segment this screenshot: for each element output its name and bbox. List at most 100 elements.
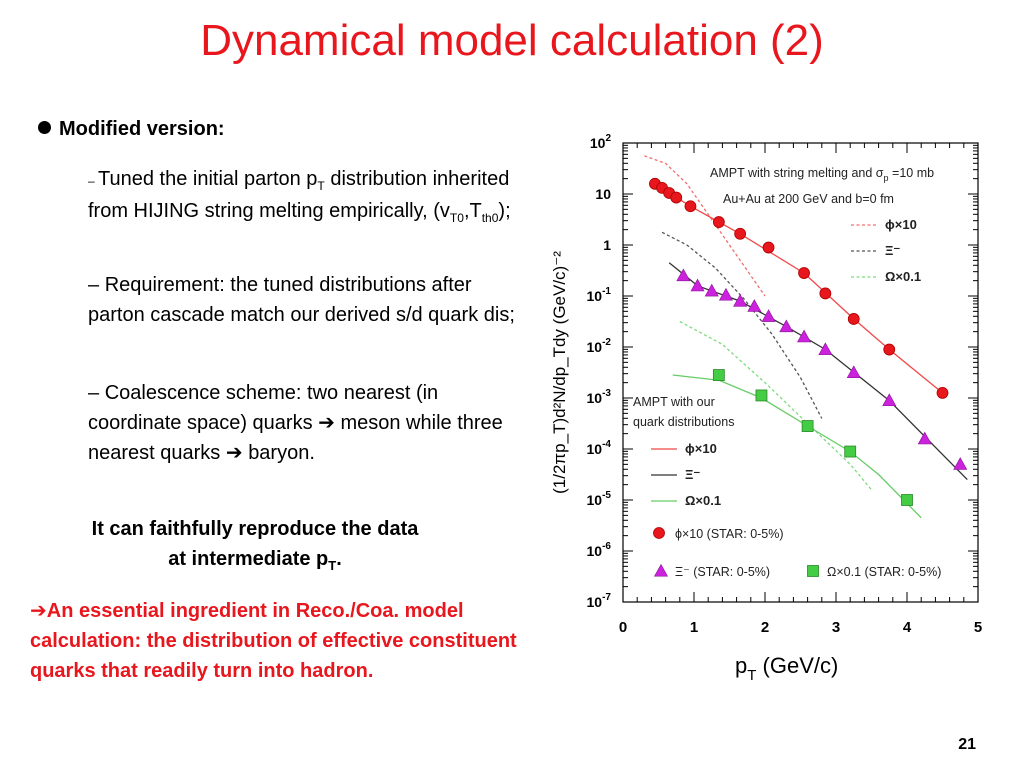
legend-mid-label: Ξ⁻: [685, 467, 700, 482]
item1-text-a: Tuned the initial parton p: [98, 168, 318, 190]
annotation-mid-line1: AMPT with our: [633, 395, 715, 409]
data-point-triangle: [676, 268, 691, 282]
y-tick-label: 10-1: [587, 286, 612, 304]
red-note: ➔An essential ingredient in Reco./Coa. m…: [30, 596, 530, 686]
item1-sub-b: T0: [449, 211, 464, 225]
data-point-triangle: [882, 393, 897, 407]
x-tick-label: 3: [832, 619, 840, 636]
right-arrow-icon: ➔: [318, 412, 335, 434]
chart-axes: [622, 142, 979, 603]
annotation-top-line2: Au+Au at 200 GeV and b=0 fm: [723, 192, 894, 206]
legend-data-label: ϕ×10 (STAR: 0-5%): [675, 527, 784, 541]
legend-data-label: Ω×0.1 (STAR: 0-5%): [827, 565, 941, 579]
red-note-text: An essential ingredient in Reco./Coa. mo…: [30, 600, 517, 682]
x-tick-label: 1: [690, 619, 698, 636]
sub-item-requirement: – Requirement: the tuned distributions a…: [88, 270, 528, 330]
data-point-square: [801, 420, 814, 432]
data-point-circle: [670, 191, 683, 204]
page-number: 21: [958, 736, 976, 753]
conclusion-sub: T: [328, 558, 337, 573]
data-point-triangle: [747, 299, 762, 312]
data-point-circle: [712, 216, 725, 228]
x-tick-label: 2: [761, 619, 769, 636]
item3-text-c: baryon.: [248, 442, 315, 464]
plot-frame: [622, 142, 979, 603]
legend-top-label: Ξ⁻: [885, 243, 900, 258]
legend-top-label: ϕ×10: [885, 217, 917, 232]
conclusion-end: .: [336, 548, 342, 570]
y-tick-label: 10-2: [587, 337, 612, 355]
conclusion-line2: at intermediate p: [168, 548, 329, 570]
legend-data-label: Ξ⁻ (STAR: 0-5%): [675, 565, 770, 579]
data-point-square: [712, 369, 725, 381]
data-point-square: [844, 445, 857, 458]
data-point-triangle: [761, 309, 776, 322]
data-point-triangle: [704, 283, 719, 297]
dash-icon: –: [88, 382, 105, 404]
item1-text-b: distribution inherited from HIJING strin…: [88, 168, 510, 222]
data-point-circle: [734, 227, 747, 240]
item3-text-a: Coalescence scheme: two nearest (in coor…: [88, 382, 439, 434]
bullet-dot-icon: [38, 121, 51, 134]
item2-text: Requirement: the tuned distributions aft…: [88, 274, 515, 326]
chart-labels: 0 1 2 3 4 5 102 10 1 10-1 10-2 10-3 10-4 10-5 10-6 10-7…: [550, 133, 982, 684]
data-point-triangle: [690, 278, 705, 292]
item1-sub-a: T: [317, 179, 325, 193]
right-arrow-icon: ➔: [225, 442, 243, 464]
legend-data-marker: [807, 565, 819, 577]
y-tick-label: 102: [590, 133, 612, 151]
conclusion: It can faithfully reproduce the data at …: [30, 514, 480, 574]
legend-mid-label: Ω×0.1: [685, 493, 721, 508]
data-point-triangle: [797, 329, 812, 343]
item1-text-d: );: [498, 200, 511, 222]
data-point-triangle: [733, 293, 748, 307]
data-point-circle: [883, 343, 896, 356]
item1-text-c: ,T: [463, 200, 482, 222]
bullet-heading: Modified version:: [38, 118, 225, 141]
data-point-triangle: [718, 287, 733, 301]
chart-points: [649, 177, 968, 506]
data-point-triangle: [818, 342, 833, 356]
y-tick-label: 10-4: [587, 439, 612, 457]
spectra-chart: 0 1 2 3 4 5 102 10 1 10-1 10-2 10-3 10-4 10-5 10-6 10-7…: [550, 133, 982, 684]
y-tick-label: 10-5: [587, 490, 612, 508]
legend-data-marker: [653, 563, 669, 577]
y-tick-label: 1: [603, 237, 611, 253]
x-tick-label: 4: [903, 619, 912, 636]
bullet-heading-text: Modified version:: [59, 118, 225, 140]
conclusion-line1: It can faithfully reproduce the data: [91, 518, 419, 540]
x-tick-label: 5: [974, 619, 982, 636]
data-point-circle: [798, 267, 810, 279]
data-point-circle: [936, 386, 949, 399]
data-point-circle: [819, 287, 832, 300]
y-axis-title: (1/2πp_T)d²N/dp_Tdy (GeV/c)⁻²: [550, 251, 569, 494]
y-tick-label: 10: [595, 186, 611, 202]
data-point-triangle: [846, 365, 861, 378]
curve-string-phi: [644, 155, 766, 297]
slide-title: Dynamical model calculation (2): [200, 16, 824, 65]
y-tick-label: 10-6: [587, 541, 612, 559]
data-point-circle: [847, 313, 860, 325]
data-point-triangle: [917, 431, 932, 445]
curve-string-omega: [679, 320, 872, 491]
curve-string-xi: [661, 231, 823, 419]
x-axis-title: pT (GeV/c): [735, 653, 838, 684]
sub-item-tuned: – Tuned the initial parton pT distributi…: [88, 164, 528, 226]
data-point-triangle: [779, 319, 794, 333]
data-point-square: [755, 389, 768, 402]
x-tick-label: 0: [619, 619, 627, 636]
annotation-mid-line2: quark distributions: [633, 415, 734, 429]
y-tick-label: 10-7: [587, 592, 612, 610]
dash-icon: –: [88, 174, 99, 188]
sub-item-coalescence: – Coalescence scheme: two nearest (in co…: [88, 378, 528, 468]
data-point-triangle: [953, 457, 968, 470]
legend-mid-label: ϕ×10: [685, 441, 717, 456]
item1-sub-c: th0: [481, 211, 499, 225]
annotation-top-line1: AMPT with string melting and σp =10 mb: [710, 166, 934, 183]
item3-text-b: meson while three nearest quarks: [88, 412, 503, 464]
y-tick-label: 10-3: [587, 388, 612, 406]
dash-icon: –: [88, 274, 105, 296]
data-point-circle: [762, 241, 775, 254]
legend-top-label: Ω×0.1: [885, 269, 921, 284]
right-arrow-icon: ➔: [30, 600, 47, 622]
